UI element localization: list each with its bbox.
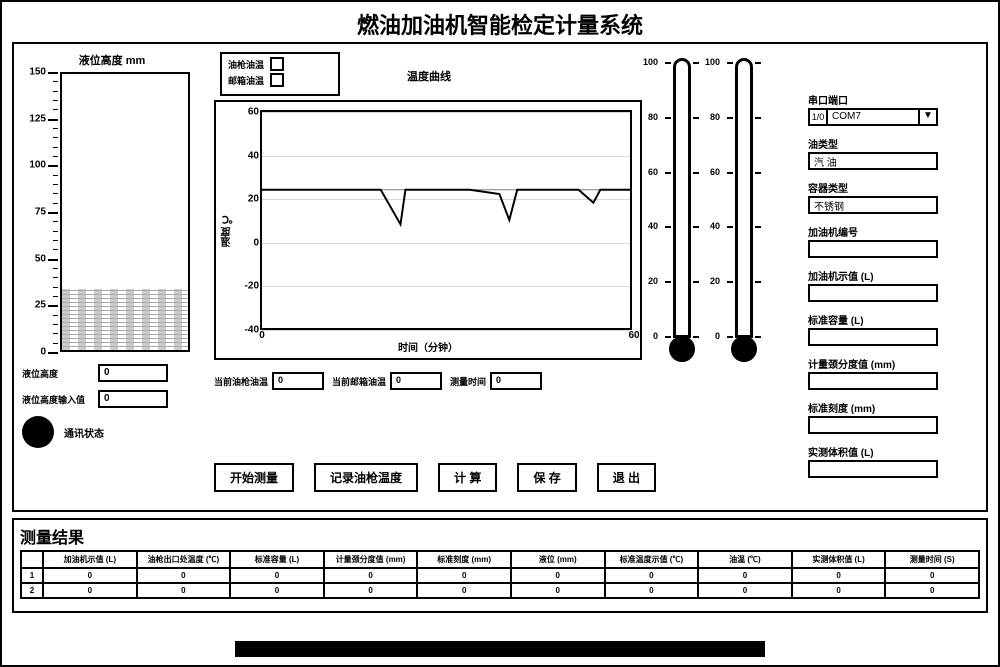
readout3-label: 测量时间 <box>450 375 486 388</box>
thermo1-bulb <box>669 336 695 362</box>
save-button[interactable]: 保 存 <box>517 463 576 492</box>
liquid-height-label: 液位高度 <box>22 367 92 380</box>
actual-label: 实测体积值 (L) <box>808 444 978 459</box>
results-col-header: 油温 (℃) <box>698 551 792 568</box>
std-cap-label: 标准容量 (L) <box>808 312 978 327</box>
footer-bar <box>235 641 765 657</box>
chart-plot-area: -40-200204060060 <box>260 110 632 330</box>
container-input[interactable]: 不锈钢 <box>808 196 938 214</box>
results-col-header: 液位 (mm) <box>511 551 605 568</box>
chart-readouts: 当前油枪油温 0 当前邮箱油温 0 测量时间 0 <box>214 372 644 390</box>
oil-type-input[interactable]: 汽 油 <box>808 152 938 170</box>
thermometer-2: 020406080100 <box>716 52 771 362</box>
container-label: 容器类型 <box>808 180 978 195</box>
port-label: 串口端口 <box>808 92 978 107</box>
tank-liquid <box>62 289 188 350</box>
start-button[interactable]: 开始测量 <box>214 463 294 492</box>
chart-svg <box>262 112 630 328</box>
chart-ylabel: 温度 ℃ <box>220 213 235 247</box>
liquid-height-input[interactable]: 0 <box>98 390 168 408</box>
tank-area: 0255075100125150 <box>22 72 202 352</box>
tank-body <box>60 72 190 352</box>
results-col-header: 标准刻度 (mm) <box>417 551 511 568</box>
results-col-header: 标准温度示值 (℃) <box>605 551 699 568</box>
std-cap-input[interactable] <box>808 328 938 346</box>
comm-status-label: 通讯状态 <box>64 425 104 440</box>
results-col-header: 计量颈分度值 (mm) <box>324 551 418 568</box>
results-col-header: 标准容量 (L) <box>230 551 324 568</box>
settings-panel: 串口端口 1/0 COM7 ▼ 油类型 汽 油 容器类型 不锈钢 加油机编号 加… <box>808 52 978 502</box>
scale-div-label: 计量颈分度值 (mm) <box>808 356 978 371</box>
nominal-input[interactable] <box>808 284 938 302</box>
results-title: 测量结果 <box>20 524 980 548</box>
calc-button[interactable]: 计 算 <box>438 463 497 492</box>
liquid-height-input-label: 液位高度输入值 <box>22 393 92 406</box>
main-panel: 液位高度 mm 0255075100125150 液位高度 0 液位高度输入值 … <box>12 42 988 512</box>
readout2-value: 0 <box>390 372 442 390</box>
machine-no-label: 加油机编号 <box>808 224 978 239</box>
port-value: COM7 <box>828 108 920 126</box>
table-row: 10000000000 <box>21 568 979 583</box>
results-panel: 测量结果 加油机示值 (L)油枪出口处温度 (℃)标准容量 (L)计量颈分度值 … <box>12 518 988 613</box>
port-slot: 1/0 <box>808 108 828 126</box>
liquid-height-value: 0 <box>98 364 168 382</box>
port-combo[interactable]: 1/0 COM7 ▼ <box>808 108 938 126</box>
thermo2-tube <box>735 58 753 338</box>
std-scale-input[interactable] <box>808 416 938 434</box>
machine-no-input[interactable] <box>808 240 938 258</box>
thermometer-panel: 020406080100 020406080100 <box>654 52 784 472</box>
actual-input[interactable] <box>808 460 938 478</box>
comm-status-indicator <box>22 416 54 448</box>
port-dropdown-icon[interactable]: ▼ <box>920 108 938 126</box>
tank-title: 液位高度 mm <box>22 52 202 68</box>
readout2-label: 当前邮箱油温 <box>332 375 386 388</box>
nominal-label: 加油机示值 (L) <box>808 268 978 283</box>
exit-button[interactable]: 退 出 <box>597 463 656 492</box>
table-row: 20000000000 <box>21 583 979 598</box>
chart-xlabel: 时间（分钟） <box>216 339 640 354</box>
results-col-header: 加油机示值 (L) <box>43 551 137 568</box>
page-title: 燃油加油机智能检定计量系统 <box>2 2 998 46</box>
thermo2-bulb <box>731 336 757 362</box>
chart-panel: 油枪油温 邮箱油温 温度曲线 温度 ℃ -40-200204060060 时间（… <box>214 52 644 502</box>
tank-panel: 液位高度 mm 0255075100125150 液位高度 0 液位高度输入值 … <box>22 52 202 502</box>
results-col-header: 实测体积值 (L) <box>792 551 886 568</box>
results-table: 加油机示值 (L)油枪出口处温度 (℃)标准容量 (L)计量颈分度值 (mm)标… <box>20 550 980 599</box>
tank-scale: 0255075100125150 <box>22 72 58 352</box>
readout1-label: 当前油枪油温 <box>214 375 268 388</box>
readout3-value: 0 <box>490 372 542 390</box>
chart-title: 温度曲线 <box>214 68 644 84</box>
record-button[interactable]: 记录油枪温度 <box>314 463 418 492</box>
results-col-header: 油枪出口处温度 (℃) <box>137 551 231 568</box>
scale-div-input[interactable] <box>808 372 938 390</box>
std-scale-label: 标准刻度 (mm) <box>808 400 978 415</box>
oil-type-label: 油类型 <box>808 136 978 151</box>
chart-frame: 温度 ℃ -40-200204060060 时间（分钟） <box>214 100 642 360</box>
readout1-value: 0 <box>272 372 324 390</box>
thermo1-tube <box>673 58 691 338</box>
results-col-header: 测量时间 (S) <box>885 551 979 568</box>
thermometer-1: 020406080100 <box>654 52 709 362</box>
